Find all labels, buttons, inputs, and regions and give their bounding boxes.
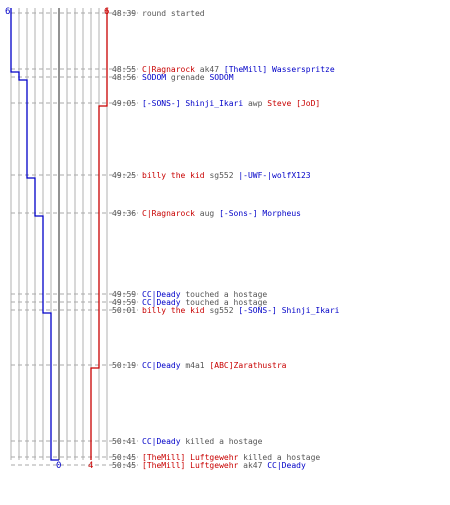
- blue-player-name: CC|Deady: [267, 461, 306, 470]
- blue-player-name: [TheMill] Wasserspritze: [224, 65, 335, 74]
- event-action: awp: [243, 99, 267, 108]
- blue-player-name: CC|Deady: [142, 437, 181, 446]
- event-action: touched a hostage: [181, 298, 268, 307]
- blue-player-name: SODOM: [142, 73, 166, 82]
- blue-start-score: 6: [5, 7, 10, 17]
- blue-player-name: CC|Deady: [142, 361, 181, 370]
- event-action: ak47: [238, 461, 267, 470]
- red-player-name: [TheMill] Luftgewehr: [142, 453, 239, 462]
- event-action: killed a hostage: [181, 437, 263, 446]
- score-steps: [10, 8, 108, 461]
- event-time: 50:19: [112, 361, 136, 370]
- event-text: CC|Deady touched a hostage: [142, 298, 267, 307]
- blue-player-name: [-SONS-] Shinji_Ikari: [142, 99, 243, 108]
- blue-player-name: [-SONS-] Shinji_Ikari: [238, 306, 339, 315]
- event-time: 48:39: [112, 9, 136, 18]
- red-player-name: [ABC]Zarathustra: [209, 361, 286, 370]
- event-text: billy the kid sg552 |-UWF-|wolfX123: [142, 171, 311, 180]
- red-start-score: 6: [104, 7, 109, 17]
- event-text: [TheMill] Luftgewehr ak47 CC|Deady: [142, 461, 306, 470]
- event-text: [TheMill] Luftgewehr killed a hostage: [142, 453, 320, 462]
- event-action: aug: [195, 209, 219, 218]
- event-time: 49:36: [112, 209, 136, 218]
- event-time: 49:25: [112, 171, 136, 180]
- timeline-grid: [10, 8, 108, 460]
- event-time: 48:55: [112, 65, 136, 74]
- blue-team-step-line: [10, 8, 59, 461]
- event-log: 48:39 round started 48:55 C|Ragnarock ak47 …: [112, 9, 340, 470]
- event-text: round started: [142, 9, 205, 18]
- event-guides: [11, 12, 138, 466]
- event-time: 49:59: [112, 298, 136, 307]
- event-time: 49:59: [112, 290, 136, 299]
- red-team-step-line: [90, 8, 108, 460]
- blue-player-name: SODOM: [209, 73, 233, 82]
- event-time: 49:05: [112, 99, 136, 108]
- red-player-name: billy the kid: [142, 306, 205, 315]
- blue-player-name: CC|Deady: [142, 290, 181, 299]
- event-action: sg552: [205, 306, 239, 315]
- event-text: billy the kid sg552 [-SONS-] Shinji_Ikar…: [142, 306, 340, 315]
- red-player-name: C|Ragnarock: [142, 209, 195, 218]
- blue-player-name: [-Sons-] Morpheus: [219, 209, 301, 218]
- event-text: CC|Deady killed a hostage: [142, 437, 263, 446]
- blue-end-score: 0: [56, 461, 61, 471]
- event-action: ak47: [195, 65, 224, 74]
- event-time: 48:56: [112, 73, 136, 82]
- event-time: 50:41: [112, 437, 136, 446]
- event-text: [-SONS-] Shinji_Ikari awp Steve [JoD]: [142, 99, 320, 108]
- event-text: C|Ragnarock aug [-Sons-] Morpheus: [142, 209, 301, 218]
- event-text: CC|Deady m4a1 [ABC]Zarathustra: [142, 361, 287, 370]
- event-action: killed a hostage: [238, 453, 320, 462]
- event-time: 50:01: [112, 306, 136, 315]
- event-action: touched a hostage: [181, 290, 268, 299]
- event-action: grenade: [166, 73, 209, 82]
- red-player-name: Steve [JoD]: [267, 99, 320, 108]
- event-action: sg552: [205, 171, 239, 180]
- event-text: CC|Deady touched a hostage: [142, 290, 267, 299]
- event-text: C|Ragnarock ak47 [TheMill] Wasserspritze: [142, 65, 335, 74]
- blue-player-name: CC|Deady: [142, 298, 181, 307]
- red-end-score: 4: [88, 461, 93, 471]
- red-player-name: billy the kid: [142, 171, 205, 180]
- event-action: round started: [142, 9, 205, 18]
- event-text: SODOM grenade SODOM: [142, 73, 234, 82]
- event-action: m4a1: [181, 361, 210, 370]
- blue-player-name: |-UWF-|wolfX123: [238, 171, 310, 180]
- red-player-name: [TheMill] Luftgewehr: [142, 461, 239, 470]
- event-time: 50:45: [112, 461, 136, 470]
- red-player-name: C|Ragnarock: [142, 65, 195, 74]
- event-time: 50:45: [112, 453, 136, 462]
